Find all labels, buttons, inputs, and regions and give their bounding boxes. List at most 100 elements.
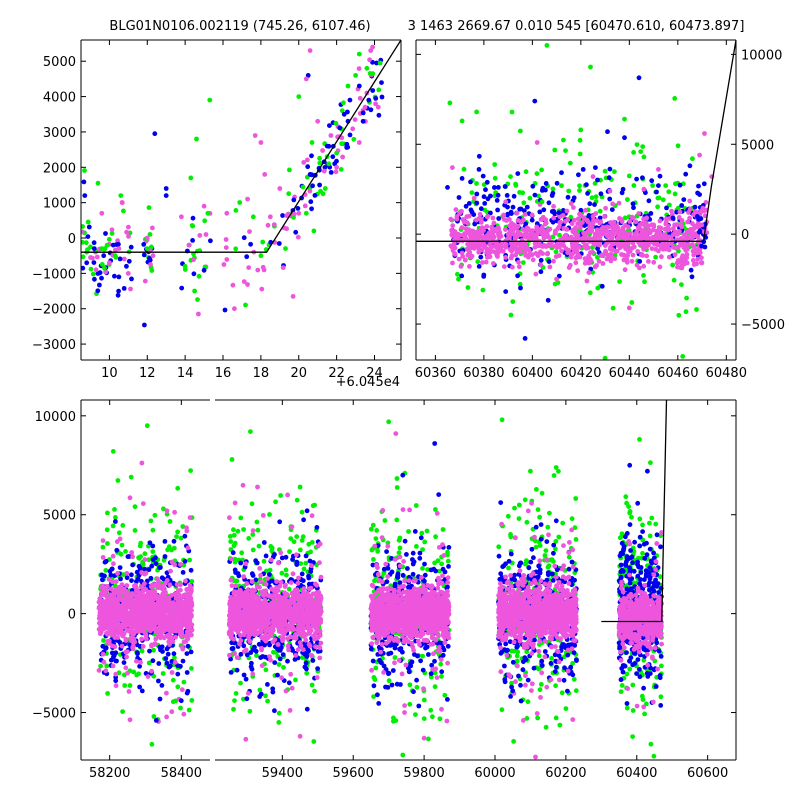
data-point	[235, 528, 241, 534]
data-point	[284, 226, 289, 232]
data-point	[474, 229, 479, 235]
data-point	[592, 181, 598, 186]
data-point	[283, 246, 288, 252]
data-point	[684, 252, 690, 257]
data-point	[690, 156, 695, 162]
data-point	[189, 614, 194, 619]
data-point	[527, 232, 532, 237]
data-point	[660, 197, 666, 203]
data-point	[328, 170, 334, 175]
data-point	[567, 262, 573, 268]
data-point	[522, 336, 528, 341]
data-point	[294, 497, 300, 503]
data-point	[586, 270, 592, 275]
data-point	[252, 644, 257, 650]
data-point	[162, 554, 168, 559]
data-point	[462, 231, 468, 237]
data-point	[696, 229, 702, 235]
data-point	[149, 563, 155, 569]
data-point	[577, 223, 583, 229]
data-point	[169, 628, 175, 633]
data-point	[621, 235, 627, 241]
x-tick-label: 10	[101, 366, 118, 381]
data-point	[142, 278, 148, 284]
data-point	[96, 599, 102, 605]
data-point	[690, 258, 696, 263]
data-point	[463, 203, 469, 209]
data-point	[166, 635, 172, 640]
data-point	[115, 478, 121, 483]
data-point	[657, 227, 662, 233]
data-point	[104, 598, 110, 604]
data-point	[124, 583, 130, 588]
data-point	[128, 286, 133, 292]
data-point	[469, 190, 475, 196]
data-point	[668, 241, 674, 247]
data-point	[100, 555, 106, 560]
data-point	[182, 612, 188, 618]
data-point	[308, 569, 314, 574]
data-point	[150, 557, 156, 563]
data-point	[126, 554, 132, 559]
data-point	[366, 97, 372, 103]
data-point	[194, 136, 199, 142]
data-point	[634, 176, 639, 182]
data-point	[315, 666, 320, 671]
data-point	[142, 322, 147, 328]
data-point	[638, 232, 644, 237]
data-point	[657, 173, 663, 179]
y-tick-label: 1000	[43, 197, 76, 212]
data-point	[488, 234, 493, 240]
data-point	[532, 98, 538, 104]
data-point	[123, 665, 129, 671]
data-point	[302, 203, 308, 209]
data-point	[230, 550, 236, 556]
data-point	[184, 587, 190, 592]
data-point	[552, 211, 558, 217]
data-point	[114, 539, 120, 545]
data-point	[99, 262, 105, 267]
data-point	[658, 232, 664, 237]
data-point	[631, 150, 636, 155]
data-point	[517, 249, 523, 255]
data-point	[257, 566, 263, 571]
data-point	[374, 60, 379, 66]
model-line	[81, 40, 401, 253]
data-point	[675, 205, 681, 211]
data-point	[164, 690, 169, 696]
data-point	[147, 540, 153, 546]
data-point	[108, 628, 114, 634]
data-point	[185, 643, 191, 649]
data-point	[362, 104, 368, 110]
data-point	[309, 540, 315, 545]
data-point	[347, 132, 353, 138]
data-point	[529, 212, 535, 218]
data-point	[267, 567, 273, 573]
data-point	[132, 600, 138, 605]
data-point	[275, 672, 280, 678]
data-point	[285, 643, 291, 649]
data-point	[666, 234, 672, 240]
data-point	[307, 188, 313, 194]
data-point	[653, 254, 658, 260]
data-point	[228, 670, 234, 675]
data-point	[241, 235, 247, 241]
data-point	[95, 271, 101, 276]
data-point	[258, 572, 263, 578]
data-point	[545, 297, 551, 303]
data-point	[153, 629, 159, 635]
data-point	[128, 244, 134, 250]
data-point	[187, 557, 193, 563]
data-point	[520, 227, 526, 232]
data-point	[278, 550, 284, 556]
data-point	[456, 276, 461, 282]
data-point	[167, 642, 172, 647]
data-point	[341, 100, 346, 106]
data-point	[655, 242, 661, 248]
data-point	[687, 227, 693, 233]
data-point	[110, 579, 115, 585]
data-point	[640, 175, 645, 181]
data-point	[246, 536, 252, 541]
data-point	[571, 195, 577, 201]
data-point	[299, 538, 305, 543]
